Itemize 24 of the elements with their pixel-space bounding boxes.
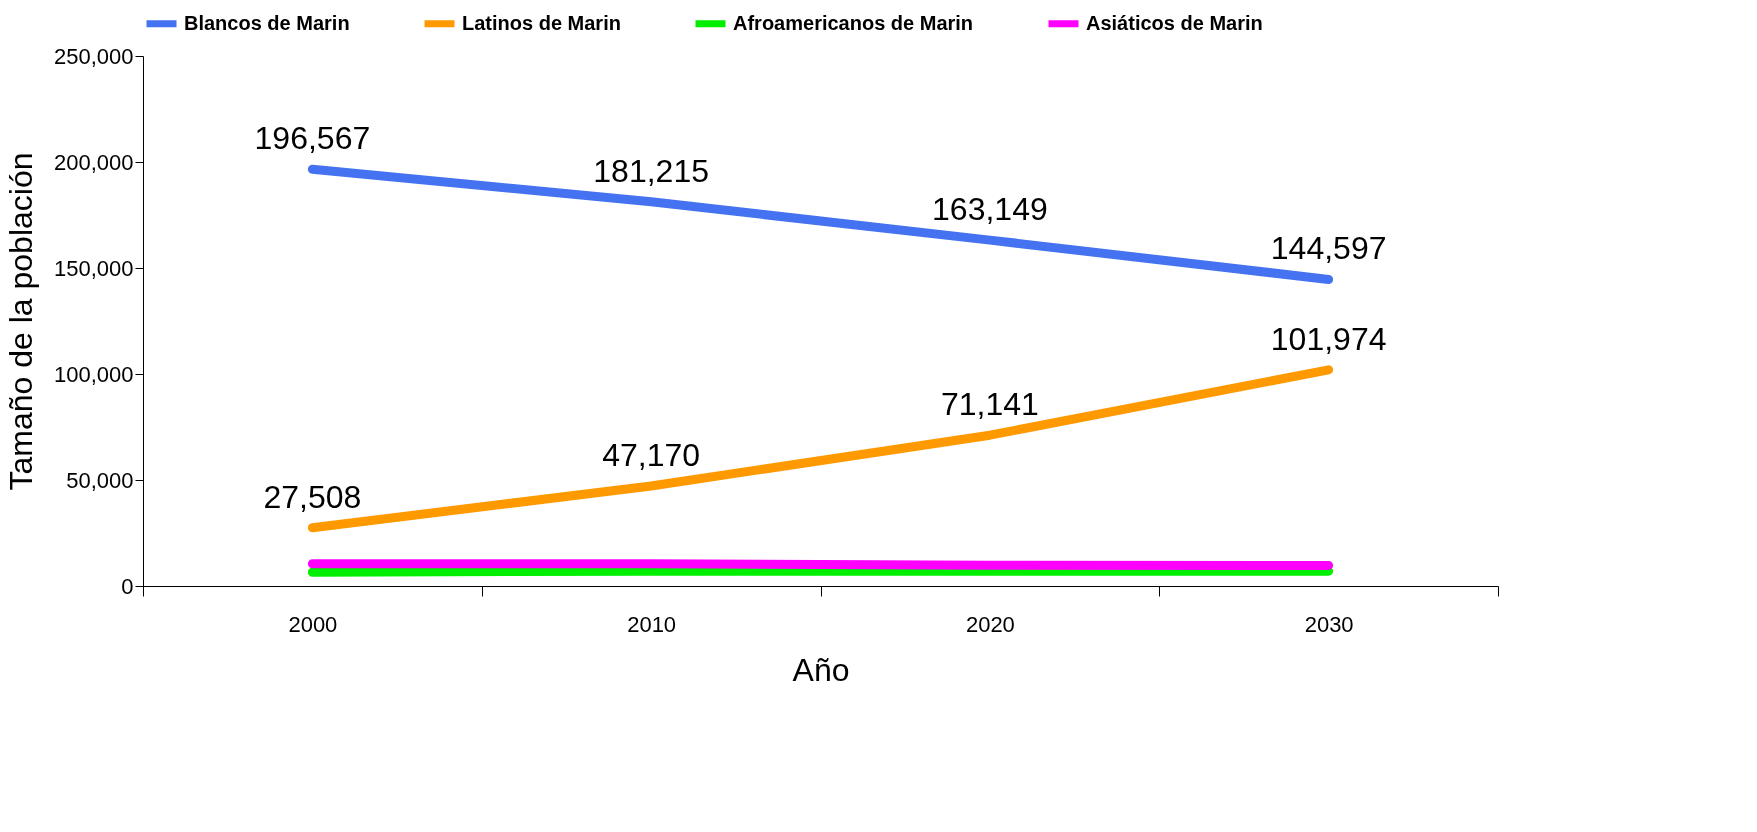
data-label: 47,170 [602,437,701,473]
y-axis-title: Tamaño de la población [2,152,39,491]
x-tick-label: 2020 [965,611,1015,637]
y-tick-label: 50,000 [66,467,134,493]
legend-label: Afroamericanos de Marin [733,11,974,34]
data-label: 101,974 [1270,320,1387,357]
y-tick-label: 200,000 [53,149,134,175]
data-label: 196,567 [254,120,371,157]
data-label: 71,141 [940,386,1039,423]
legend-label: Latinos de Marin [462,11,621,34]
legend-label: Blancos de Marin [184,11,350,34]
data-label: 27,508 [263,478,362,515]
data-label: 144,597 [1270,230,1387,267]
x-tick-label: 2000 [288,611,338,637]
x-axis-title: Año [792,651,850,688]
data-label: 163,149 [932,191,1048,228]
legend-label: Asiáticos de Marin [1086,11,1263,34]
y-tick-label: 100,000 [53,361,134,387]
y-tick-label: 250,000 [53,43,134,69]
y-tick-label: 0 [121,573,134,599]
data-label: 181,215 [593,152,709,189]
x-tick-label: 2010 [627,611,677,637]
x-tick-label: 2030 [1304,611,1354,637]
y-tick-label: 150,000 [53,255,134,281]
